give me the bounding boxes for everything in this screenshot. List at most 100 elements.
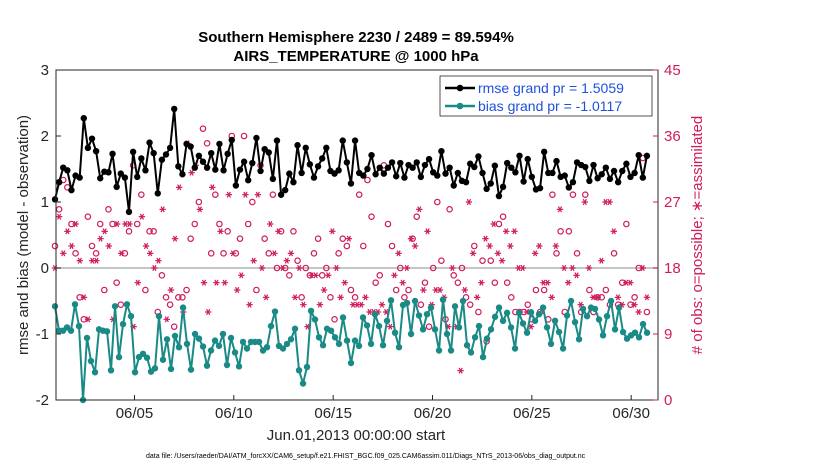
y-tick-label: 2: [41, 128, 49, 145]
obs-assimilated-marker: [171, 235, 179, 242]
obs-possible-marker: [433, 198, 441, 206]
bias-point: [643, 329, 651, 336]
obs-assimilated-marker: [416, 206, 423, 213]
rmse-point: [569, 179, 577, 186]
rmse-point: [483, 185, 490, 192]
obs-assimilated-marker: [93, 257, 100, 264]
rmse-point: [277, 191, 285, 198]
obs-assimilated-marker: [97, 235, 104, 242]
obs-possible-marker: [503, 279, 511, 286]
x-tick-label: 06/05: [116, 405, 154, 422]
obs-possible-marker: [314, 235, 322, 242]
obs-possible-marker: [318, 272, 326, 279]
obs-assimilated-marker: [225, 191, 233, 198]
rmse-point: [138, 155, 145, 162]
rmse-point: [614, 179, 622, 186]
rmse-point: [105, 169, 112, 176]
obs-possible-marker: [446, 206, 453, 213]
rmse-point: [438, 147, 445, 155]
bias-point: [615, 304, 623, 311]
rmse-point: [392, 173, 400, 180]
bias-point: [359, 314, 367, 321]
obs-possible-marker: [101, 286, 108, 294]
rmse-point: [55, 179, 63, 186]
rmse-point: [195, 152, 203, 159]
obs-assimilated-marker: [238, 272, 245, 279]
bias-point: [603, 312, 611, 320]
obs-assimilated-marker: [196, 206, 204, 213]
rmse-point: [339, 137, 346, 144]
obs-possible-marker: [195, 198, 203, 206]
bias-point: [179, 304, 187, 311]
obs-assimilated-marker: [296, 264, 303, 272]
bias-point: [599, 332, 607, 339]
rmse-point: [154, 190, 161, 197]
obs-possible-marker: [466, 301, 474, 308]
bias-point: [463, 342, 471, 349]
rmse-series: [51, 105, 651, 216]
obs-possible-marker: [405, 286, 412, 294]
obs-possible-marker: [438, 257, 445, 264]
obs-possible-marker: [244, 220, 252, 228]
bias-point: [403, 299, 411, 307]
rmse-point: [582, 163, 589, 171]
rmse-point: [232, 182, 240, 189]
obs-possible-marker: [298, 294, 305, 301]
rmse-point: [216, 140, 223, 148]
rmse-point: [318, 155, 326, 162]
obs-possible-marker: [384, 220, 392, 228]
obs-possible-marker: [355, 191, 363, 198]
rmse-point: [76, 174, 83, 181]
bias-point: [499, 317, 507, 324]
obs-possible-marker: [113, 279, 120, 286]
rmse-point: [125, 208, 133, 216]
obs-assimilated-marker: [300, 301, 307, 308]
legend-box: [439, 75, 653, 117]
right-y-tick-label: 27: [664, 194, 681, 211]
obs-assimilated-marker: [643, 294, 651, 301]
bias-point: [255, 338, 263, 346]
obs-assimilated-marker: [72, 220, 79, 228]
bias-point: [455, 324, 463, 331]
obs-possible-marker: [146, 228, 153, 235]
obs-possible-marker: [475, 308, 482, 316]
rmse-point: [360, 172, 367, 179]
obs-possible-marker: [392, 286, 400, 294]
bias-point: [551, 317, 559, 324]
bias-point: [483, 335, 491, 342]
obs-assimilated-marker: [209, 184, 216, 191]
obs-possible-marker: [203, 140, 211, 147]
obs-assimilated-marker: [569, 264, 576, 272]
obs-assimilated-marker: [105, 242, 113, 250]
rmse-point: [158, 156, 166, 163]
rmse-point: [487, 180, 494, 187]
rmse-point: [208, 149, 215, 157]
obs-possible-marker: [142, 286, 149, 294]
rmse-point: [524, 155, 531, 163]
rmse-point: [228, 136, 235, 144]
bias-point: [155, 312, 163, 320]
bias-point: [67, 327, 75, 334]
obs-possible-marker: [487, 257, 495, 264]
obs-possible-marker: [166, 301, 174, 308]
bias-point: [115, 353, 123, 361]
obs-possible-marker: [458, 264, 466, 272]
bias-point: [219, 330, 227, 338]
obs-assimilated-marker: [345, 235, 353, 242]
bias-point: [187, 366, 195, 373]
obs-possible-marker: [610, 250, 618, 257]
rmse-point: [335, 167, 342, 174]
obs-assimilated-marker: [155, 257, 162, 264]
obs-possible-marker: [623, 220, 630, 228]
obs-possible-marker: [586, 286, 593, 294]
bias-point: [639, 320, 647, 328]
x-tick-label: 06/30: [612, 405, 650, 422]
obs-assimilated-marker: [565, 279, 572, 286]
bias-point: [571, 318, 579, 326]
obs-assimilated-marker: [544, 279, 551, 286]
right-y-tick-label: 18: [664, 260, 681, 277]
obs-possible-marker: [92, 250, 100, 257]
obs-assimilated-marker: [631, 301, 638, 308]
obs-possible-marker: [175, 294, 182, 301]
obs-assimilated-marker: [151, 264, 158, 272]
